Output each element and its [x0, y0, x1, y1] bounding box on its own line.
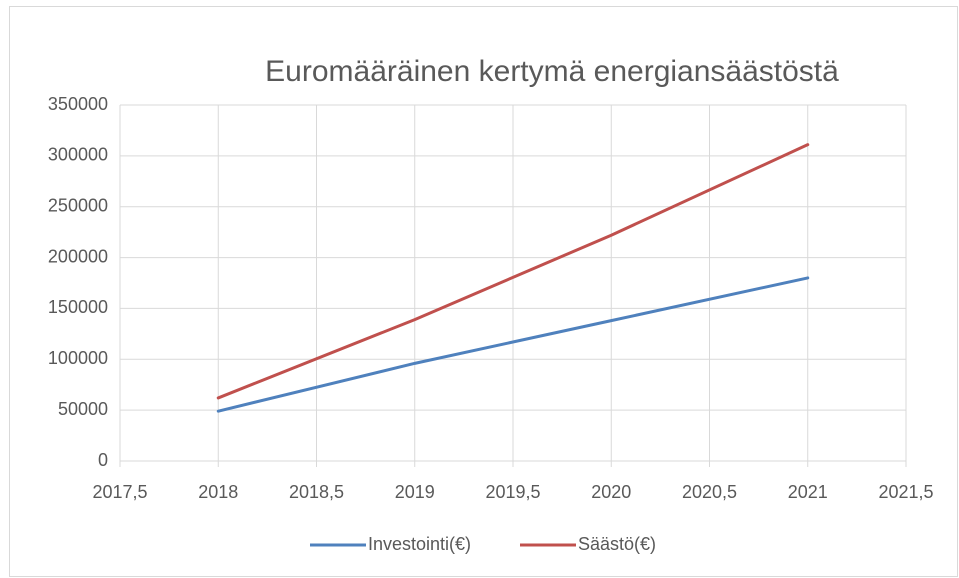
y-tick-label: 250000 [48, 195, 108, 215]
x-tick-label: 2018,5 [289, 482, 344, 502]
y-tick-label: 200000 [48, 246, 108, 266]
legend-label: Säästö(€) [578, 534, 656, 554]
x-tick-label: 2021 [788, 482, 828, 502]
x-tick-label: 2020,5 [682, 482, 737, 502]
y-tick-label: 350000 [48, 94, 108, 114]
x-tick-label: 2019,5 [485, 482, 540, 502]
x-tick-label: 2017,5 [92, 482, 147, 502]
y-tick-label: 150000 [48, 297, 108, 317]
y-tick-label: 300000 [48, 145, 108, 165]
y-tick-label: 50000 [58, 399, 108, 419]
series-line [216, 276, 810, 413]
x-tick-label: 2020 [591, 482, 631, 502]
y-tick-label: 100000 [48, 348, 108, 368]
chart-title: Euromääräinen kertymä energiansäästöstä [265, 55, 839, 88]
y-tick-label: 0 [98, 450, 108, 470]
x-tick-label: 2021,5 [878, 482, 933, 502]
series-line [216, 143, 810, 400]
x-tick-label: 2018 [198, 482, 238, 502]
x-tick-label: 2019 [395, 482, 435, 502]
legend-label: Investointi(€) [368, 534, 471, 554]
